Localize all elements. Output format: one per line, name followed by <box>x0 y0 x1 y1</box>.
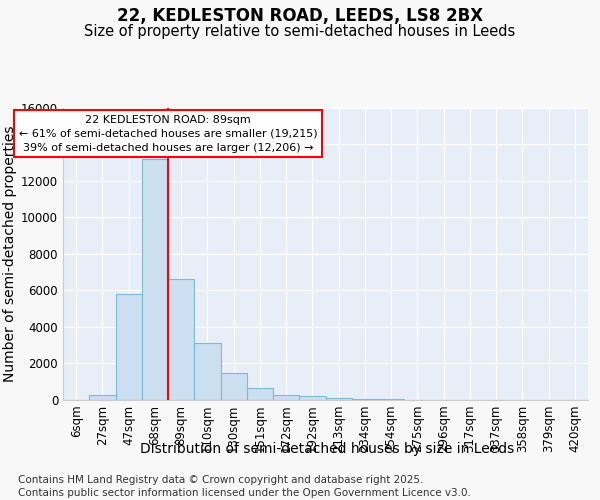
Text: Contains public sector information licensed under the Open Government Licence v3: Contains public sector information licen… <box>18 488 471 498</box>
Bar <box>273 394 299 400</box>
Text: 22 KEDLESTON ROAD: 89sqm
← 61% of semi-detached houses are smaller (19,215)
39% : 22 KEDLESTON ROAD: 89sqm ← 61% of semi-d… <box>19 115 317 153</box>
Text: Size of property relative to semi-detached houses in Leeds: Size of property relative to semi-detach… <box>85 24 515 39</box>
Bar <box>142 158 168 400</box>
Bar <box>194 344 221 400</box>
Bar <box>352 399 378 400</box>
Bar <box>89 394 115 400</box>
Y-axis label: Number of semi-detached properties: Number of semi-detached properties <box>3 126 17 382</box>
Text: 22, KEDLESTON ROAD, LEEDS, LS8 2BX: 22, KEDLESTON ROAD, LEEDS, LS8 2BX <box>117 8 483 26</box>
Text: Contains HM Land Registry data © Crown copyright and database right 2025.: Contains HM Land Registry data © Crown c… <box>18 475 424 485</box>
Text: Distribution of semi-detached houses by size in Leeds: Distribution of semi-detached houses by … <box>140 442 514 456</box>
Bar <box>247 388 273 400</box>
Bar <box>168 280 194 400</box>
Bar <box>325 398 352 400</box>
Bar <box>299 396 325 400</box>
Bar <box>221 372 247 400</box>
Bar <box>115 294 142 400</box>
